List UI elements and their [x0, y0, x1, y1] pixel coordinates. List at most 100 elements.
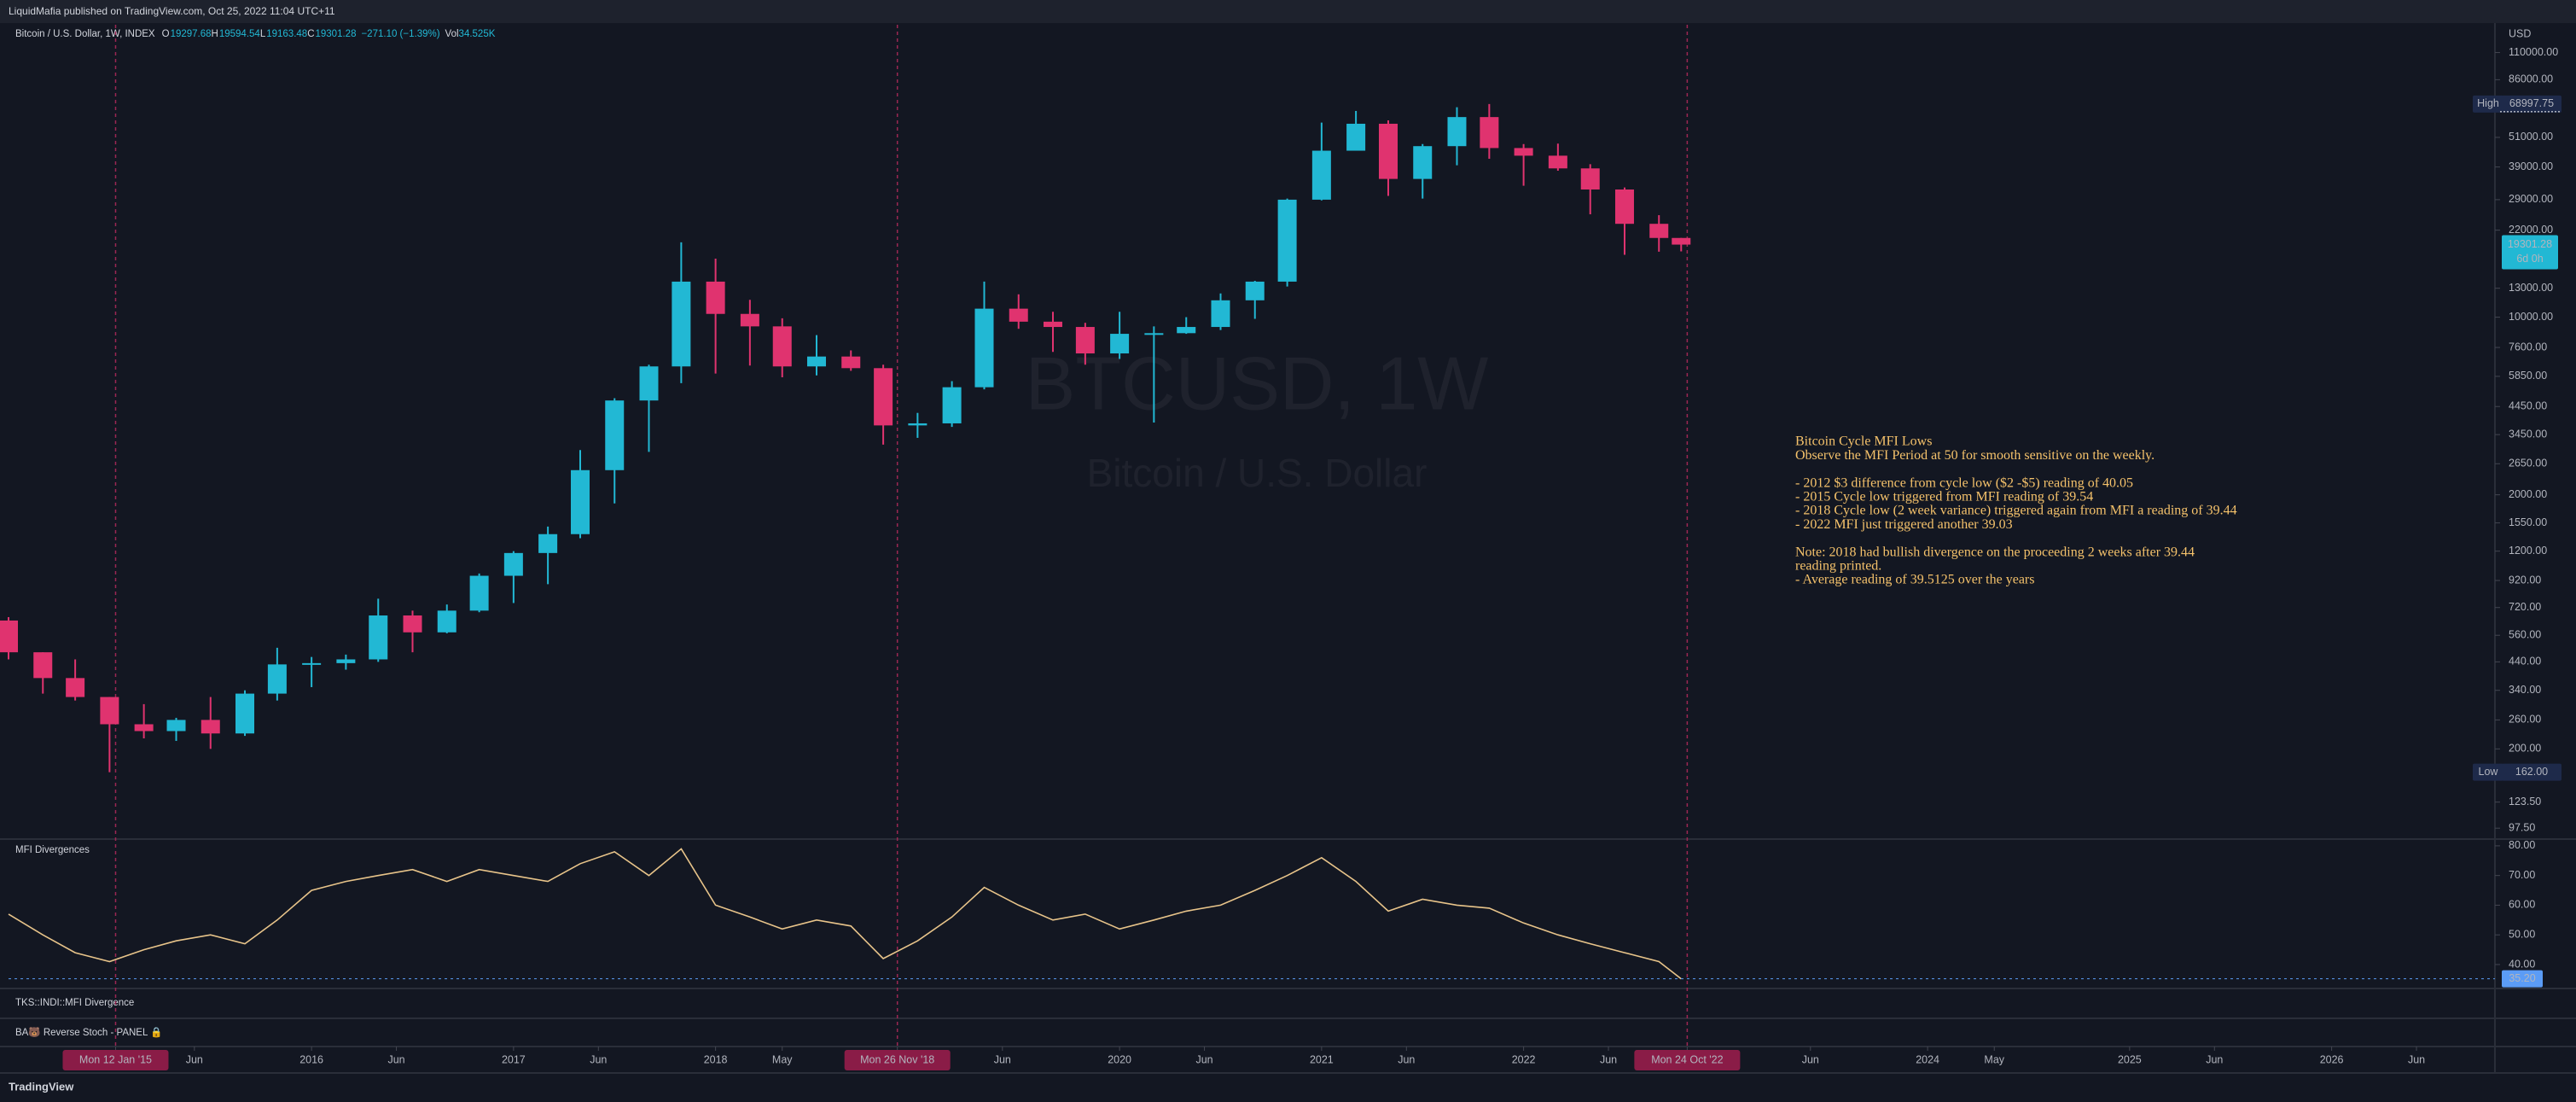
- annotation-line: Note: 2018 had bullish divergence on the…: [1795, 545, 2195, 559]
- annotation-line: - 2018 Cycle low (2 week variance) trigg…: [1795, 504, 2237, 518]
- mfi-current-tag: [2502, 970, 2543, 988]
- x-tick-label: Jun: [1802, 1053, 1819, 1065]
- candle-body: [100, 697, 119, 725]
- candle-body: [1413, 146, 1433, 179]
- watermark-name: Bitcoin / U.S. Dollar: [1087, 451, 1428, 495]
- y-tick-label: 50.00: [2509, 929, 2535, 941]
- x-tick-label: Jun: [2206, 1053, 2223, 1065]
- y-tick-label: 60.00: [2509, 899, 2535, 911]
- x-tick-label: Jun: [1600, 1053, 1617, 1065]
- y-tick-label: 80.00: [2509, 839, 2535, 851]
- x-tick-label: 2025: [2118, 1053, 2142, 1065]
- candle-body: [201, 720, 220, 734]
- candle-body: [740, 313, 759, 327]
- x-tick-highlight: [62, 1050, 169, 1070]
- legend-item: Vol: [445, 29, 459, 39]
- x-tick-label: May: [1984, 1053, 2004, 1065]
- legend-item: 19163.48: [266, 29, 307, 39]
- panel-label: BA🐻 Reverse Stoch - PANEL 🔒: [15, 1026, 162, 1038]
- y-tick-label: 29000.00: [2509, 193, 2553, 205]
- x-tick-label: Jun: [387, 1053, 404, 1065]
- candle-body: [1009, 308, 1028, 322]
- current-price: 19301.28: [2508, 238, 2552, 250]
- y-tick-label: 920.00: [2509, 574, 2541, 586]
- x-tick-label: 2022: [1512, 1053, 1536, 1065]
- legend-item: L: [260, 29, 266, 39]
- y-tick-label: 86000.00: [2509, 73, 2553, 85]
- candle-body: [1514, 148, 1533, 156]
- y-tick-label: 720.00: [2509, 601, 2541, 613]
- y-tick-label: 39000.00: [2509, 160, 2553, 172]
- hl-name-box: [2473, 763, 2503, 781]
- legend-item: 19297.68: [171, 29, 212, 39]
- candle-body: [33, 652, 53, 679]
- currency: USD: [2509, 27, 2531, 39]
- candle-body: [772, 326, 792, 367]
- y-tick-label: 1550.00: [2509, 516, 2547, 528]
- y-tick-label: 97.50: [2509, 822, 2535, 834]
- annotation-line: - 2015 Cycle low triggered from MFI read…: [1795, 489, 2093, 504]
- candle-body: [605, 400, 625, 470]
- y-tick-label: 22000.00: [2509, 224, 2553, 236]
- legend-item: O: [162, 29, 170, 39]
- x-tick-label: May: [772, 1053, 793, 1065]
- x-tick-label: Mon 26 Nov '18: [860, 1053, 934, 1065]
- current-price-tag: [2502, 235, 2558, 270]
- candle-body: [0, 620, 18, 653]
- candle-body: [302, 662, 322, 665]
- candle-body: [134, 724, 154, 732]
- candle-body: [1548, 155, 1567, 169]
- candle-body: [336, 659, 356, 663]
- candle-body: [1245, 281, 1265, 300]
- legend-item: H: [212, 29, 218, 39]
- x-tick-highlight: [1634, 1050, 1741, 1070]
- header-bar: [0, 0, 2576, 23]
- candle-body: [267, 664, 287, 694]
- hl-name-box: [2473, 95, 2503, 113]
- candle-body: [1177, 327, 1196, 334]
- publisher: LiquidMafia published on TradingView.com…: [9, 5, 335, 17]
- y-tick-label: 1200.00: [2509, 545, 2547, 557]
- x-tick-label: 2021: [1310, 1053, 1334, 1065]
- x-tick-label: 2018: [704, 1053, 728, 1065]
- price-tag-label: 68997.75: [2509, 97, 2554, 109]
- panel-label: TKS::INDI::MFI Divergence: [15, 998, 134, 1008]
- candle-body: [1043, 321, 1062, 328]
- candle-body: [672, 281, 691, 367]
- y-tick-label: 2000.00: [2509, 488, 2547, 500]
- mfi-current-label: 35.20: [2509, 972, 2535, 984]
- hl-name: High: [2477, 97, 2499, 109]
- y-tick-label: 51000.00: [2509, 131, 2553, 143]
- candle-body: [66, 678, 85, 697]
- price-tag: [2502, 763, 2561, 781]
- y-tick-label: 2650.00: [2509, 458, 2547, 469]
- candle-body: [1277, 199, 1297, 282]
- hl-name: Low: [2479, 766, 2499, 778]
- y-tick-label: 5850.00: [2509, 370, 2547, 382]
- y-tick-label: 40.00: [2509, 958, 2535, 970]
- candle-body: [503, 552, 523, 576]
- annotation-line: - 2022 MFI just triggered another 39.03: [1795, 517, 2013, 532]
- footer-logo: TradingView: [9, 1080, 74, 1093]
- legend-item: 19594.54: [219, 29, 261, 39]
- price-tag: [2502, 95, 2561, 113]
- legend-item: −271.10 (−1.39%): [361, 29, 439, 39]
- candle-body: [1346, 123, 1366, 151]
- candle-body: [166, 720, 186, 732]
- candle-body: [369, 615, 388, 660]
- annotation-line: - Average reading of 39.5125 over the ye…: [1795, 573, 2034, 587]
- candle-body: [1580, 168, 1600, 189]
- y-tick-label: 123.50: [2509, 796, 2541, 808]
- y-tick-label: 13000.00: [2509, 282, 2553, 294]
- legend-item: 34.525K: [459, 29, 496, 39]
- legend: Bitcoin / U.S. Dollar, 1W, INDEX O19297.6…: [15, 29, 496, 39]
- annotation-line: Bitcoin Cycle MFI Lows: [1795, 434, 1932, 449]
- candle-body: [437, 610, 456, 633]
- annotation-line: reading printed.: [1795, 558, 1881, 573]
- legend-item: Bitcoin / U.S. Dollar, 1W, INDEX: [15, 29, 155, 39]
- candle-body: [1144, 333, 1164, 335]
- candle-body: [908, 423, 927, 426]
- candle-body: [1378, 123, 1398, 179]
